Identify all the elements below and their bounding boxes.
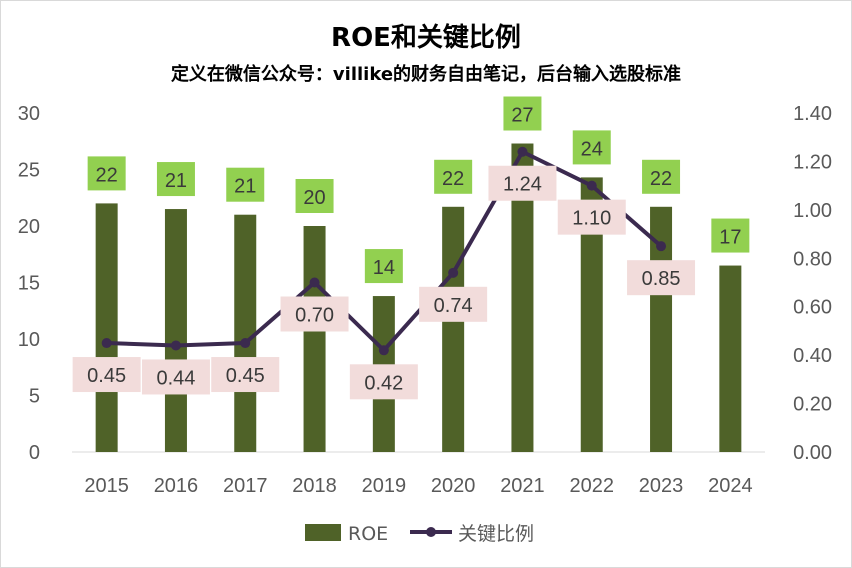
ratio-data-label: 0.44 xyxy=(156,367,195,389)
roe-bar xyxy=(303,226,326,452)
x-tick-label: 2017 xyxy=(223,475,268,497)
x-tick-label: 2022 xyxy=(570,475,615,497)
x-tick-label: 2023 xyxy=(639,475,684,497)
ratio-label-box xyxy=(557,199,626,235)
ratio-point xyxy=(656,241,667,252)
roe-bar xyxy=(164,209,187,452)
roe-label-box xyxy=(295,179,334,213)
x-tick-label: 2018 xyxy=(292,475,337,497)
ratio-data-label: 0.74 xyxy=(434,295,473,317)
ratio-data-label: 0.42 xyxy=(364,372,403,394)
roe-data-label: 21 xyxy=(234,176,256,198)
ratio-label-box xyxy=(627,260,696,296)
right-y-axis: 0.00 0.20 0.40 0.60 0.80 1.00 1.20 1.40 xyxy=(793,103,832,464)
right-y-tick-label: 0.80 xyxy=(793,248,832,270)
left-y-tick-label: 10 xyxy=(18,329,40,351)
x-tick-label: 2024 xyxy=(708,475,753,497)
ratio-data-label: 0.70 xyxy=(295,305,334,327)
x-tick-label: 2019 xyxy=(362,475,407,497)
roe-bar xyxy=(95,203,118,452)
roe-data-label: 24 xyxy=(581,138,603,160)
roe-data-label: 27 xyxy=(511,105,533,127)
ratio-label-box xyxy=(72,357,141,393)
ratio-point xyxy=(309,277,320,288)
legend-roe-swatch xyxy=(305,524,341,541)
ratio-point xyxy=(101,338,112,349)
ratio-point xyxy=(240,338,251,349)
roe-bar xyxy=(442,206,465,452)
ratio-label-box xyxy=(211,357,280,393)
roe-data-label: 21 xyxy=(165,170,187,192)
right-y-tick-label: 0.60 xyxy=(793,297,832,319)
data-labels: 22 21 21 20 14 22 27 24 22 17 0.45 0.44 0.45 0.70 0.42… xyxy=(72,96,750,400)
roe-data-label: 17 xyxy=(719,227,741,249)
roe-label-box xyxy=(226,167,265,202)
right-y-tick-label: 1.00 xyxy=(793,200,832,222)
ratio-point xyxy=(170,340,181,351)
roe-label-box xyxy=(87,156,126,191)
chart-title: ROE和关键比例 xyxy=(331,22,521,53)
ratio-point xyxy=(517,146,528,157)
ratio-data-label: 0.45 xyxy=(226,365,265,387)
x-tick-label: 2015 xyxy=(84,475,129,497)
ratio-point xyxy=(378,345,389,356)
left-y-tick-label: 20 xyxy=(18,216,40,238)
roe-bar xyxy=(511,143,534,452)
roe-label-box xyxy=(503,96,542,131)
roe-bar xyxy=(580,177,603,452)
ratio-label-box xyxy=(488,165,557,201)
ratio-data-label: 0.85 xyxy=(642,268,681,290)
ratio-label-box xyxy=(419,286,488,322)
roe-bar xyxy=(234,214,257,452)
roe-data-label: 14 xyxy=(373,257,395,279)
ratio-data-label: 1.10 xyxy=(572,208,611,230)
right-y-tick-label: 0.00 xyxy=(793,442,832,464)
roe-label-box xyxy=(642,159,681,194)
left-y-tick-label: 15 xyxy=(18,273,40,295)
roe-label-box xyxy=(711,218,750,253)
ratio-label-box xyxy=(280,296,349,332)
roe-data-label: 22 xyxy=(96,164,118,186)
roe-data-label: 22 xyxy=(650,168,672,190)
ratio-line xyxy=(101,146,667,356)
ratio-point xyxy=(586,180,597,191)
ratio-label-box xyxy=(141,359,210,395)
legend-ratio-label: 关键比例 xyxy=(458,523,534,545)
roe-bar xyxy=(719,265,742,452)
ratio-label-box xyxy=(349,364,418,400)
roe-data-label: 20 xyxy=(303,187,325,209)
ratio-data-label: 1.24 xyxy=(503,174,542,196)
roe-data-label: 22 xyxy=(442,168,464,190)
ratio-data-label: 0.45 xyxy=(87,365,126,387)
chart-subtitle: 定义在微信公众号：villike的财务自由笔记，后台输入选股标准 xyxy=(171,63,681,85)
left-y-tick-label: 0 xyxy=(29,442,40,464)
legend-roe-label: ROE xyxy=(348,523,388,545)
roe-label-box xyxy=(156,162,195,197)
x-tick-label: 2021 xyxy=(500,475,545,497)
right-y-tick-label: 1.20 xyxy=(793,151,832,173)
left-y-tick-label: 25 xyxy=(18,160,40,182)
left-y-axis: 0 5 10 15 20 25 30 xyxy=(18,103,40,464)
x-tick-label: 2016 xyxy=(154,475,199,497)
right-y-tick-label: 0.40 xyxy=(793,345,832,367)
roe-label-box xyxy=(572,130,611,165)
roe-label-box xyxy=(434,159,473,194)
x-axis: 2015 2016 2017 2018 2019 2020 2021 2022 2023 2024 xyxy=(72,451,765,497)
right-y-tick-label: 0.20 xyxy=(793,394,832,416)
ratio-point xyxy=(448,267,459,278)
left-y-tick-label: 5 xyxy=(29,386,40,408)
legend-ratio-marker xyxy=(426,527,436,537)
x-tick-label: 2020 xyxy=(431,475,476,497)
roe-label-box xyxy=(364,249,403,284)
left-y-tick-label: 30 xyxy=(18,103,40,125)
legend: ROE 关键比例 xyxy=(305,523,534,545)
right-y-tick-label: 1.40 xyxy=(793,103,832,125)
